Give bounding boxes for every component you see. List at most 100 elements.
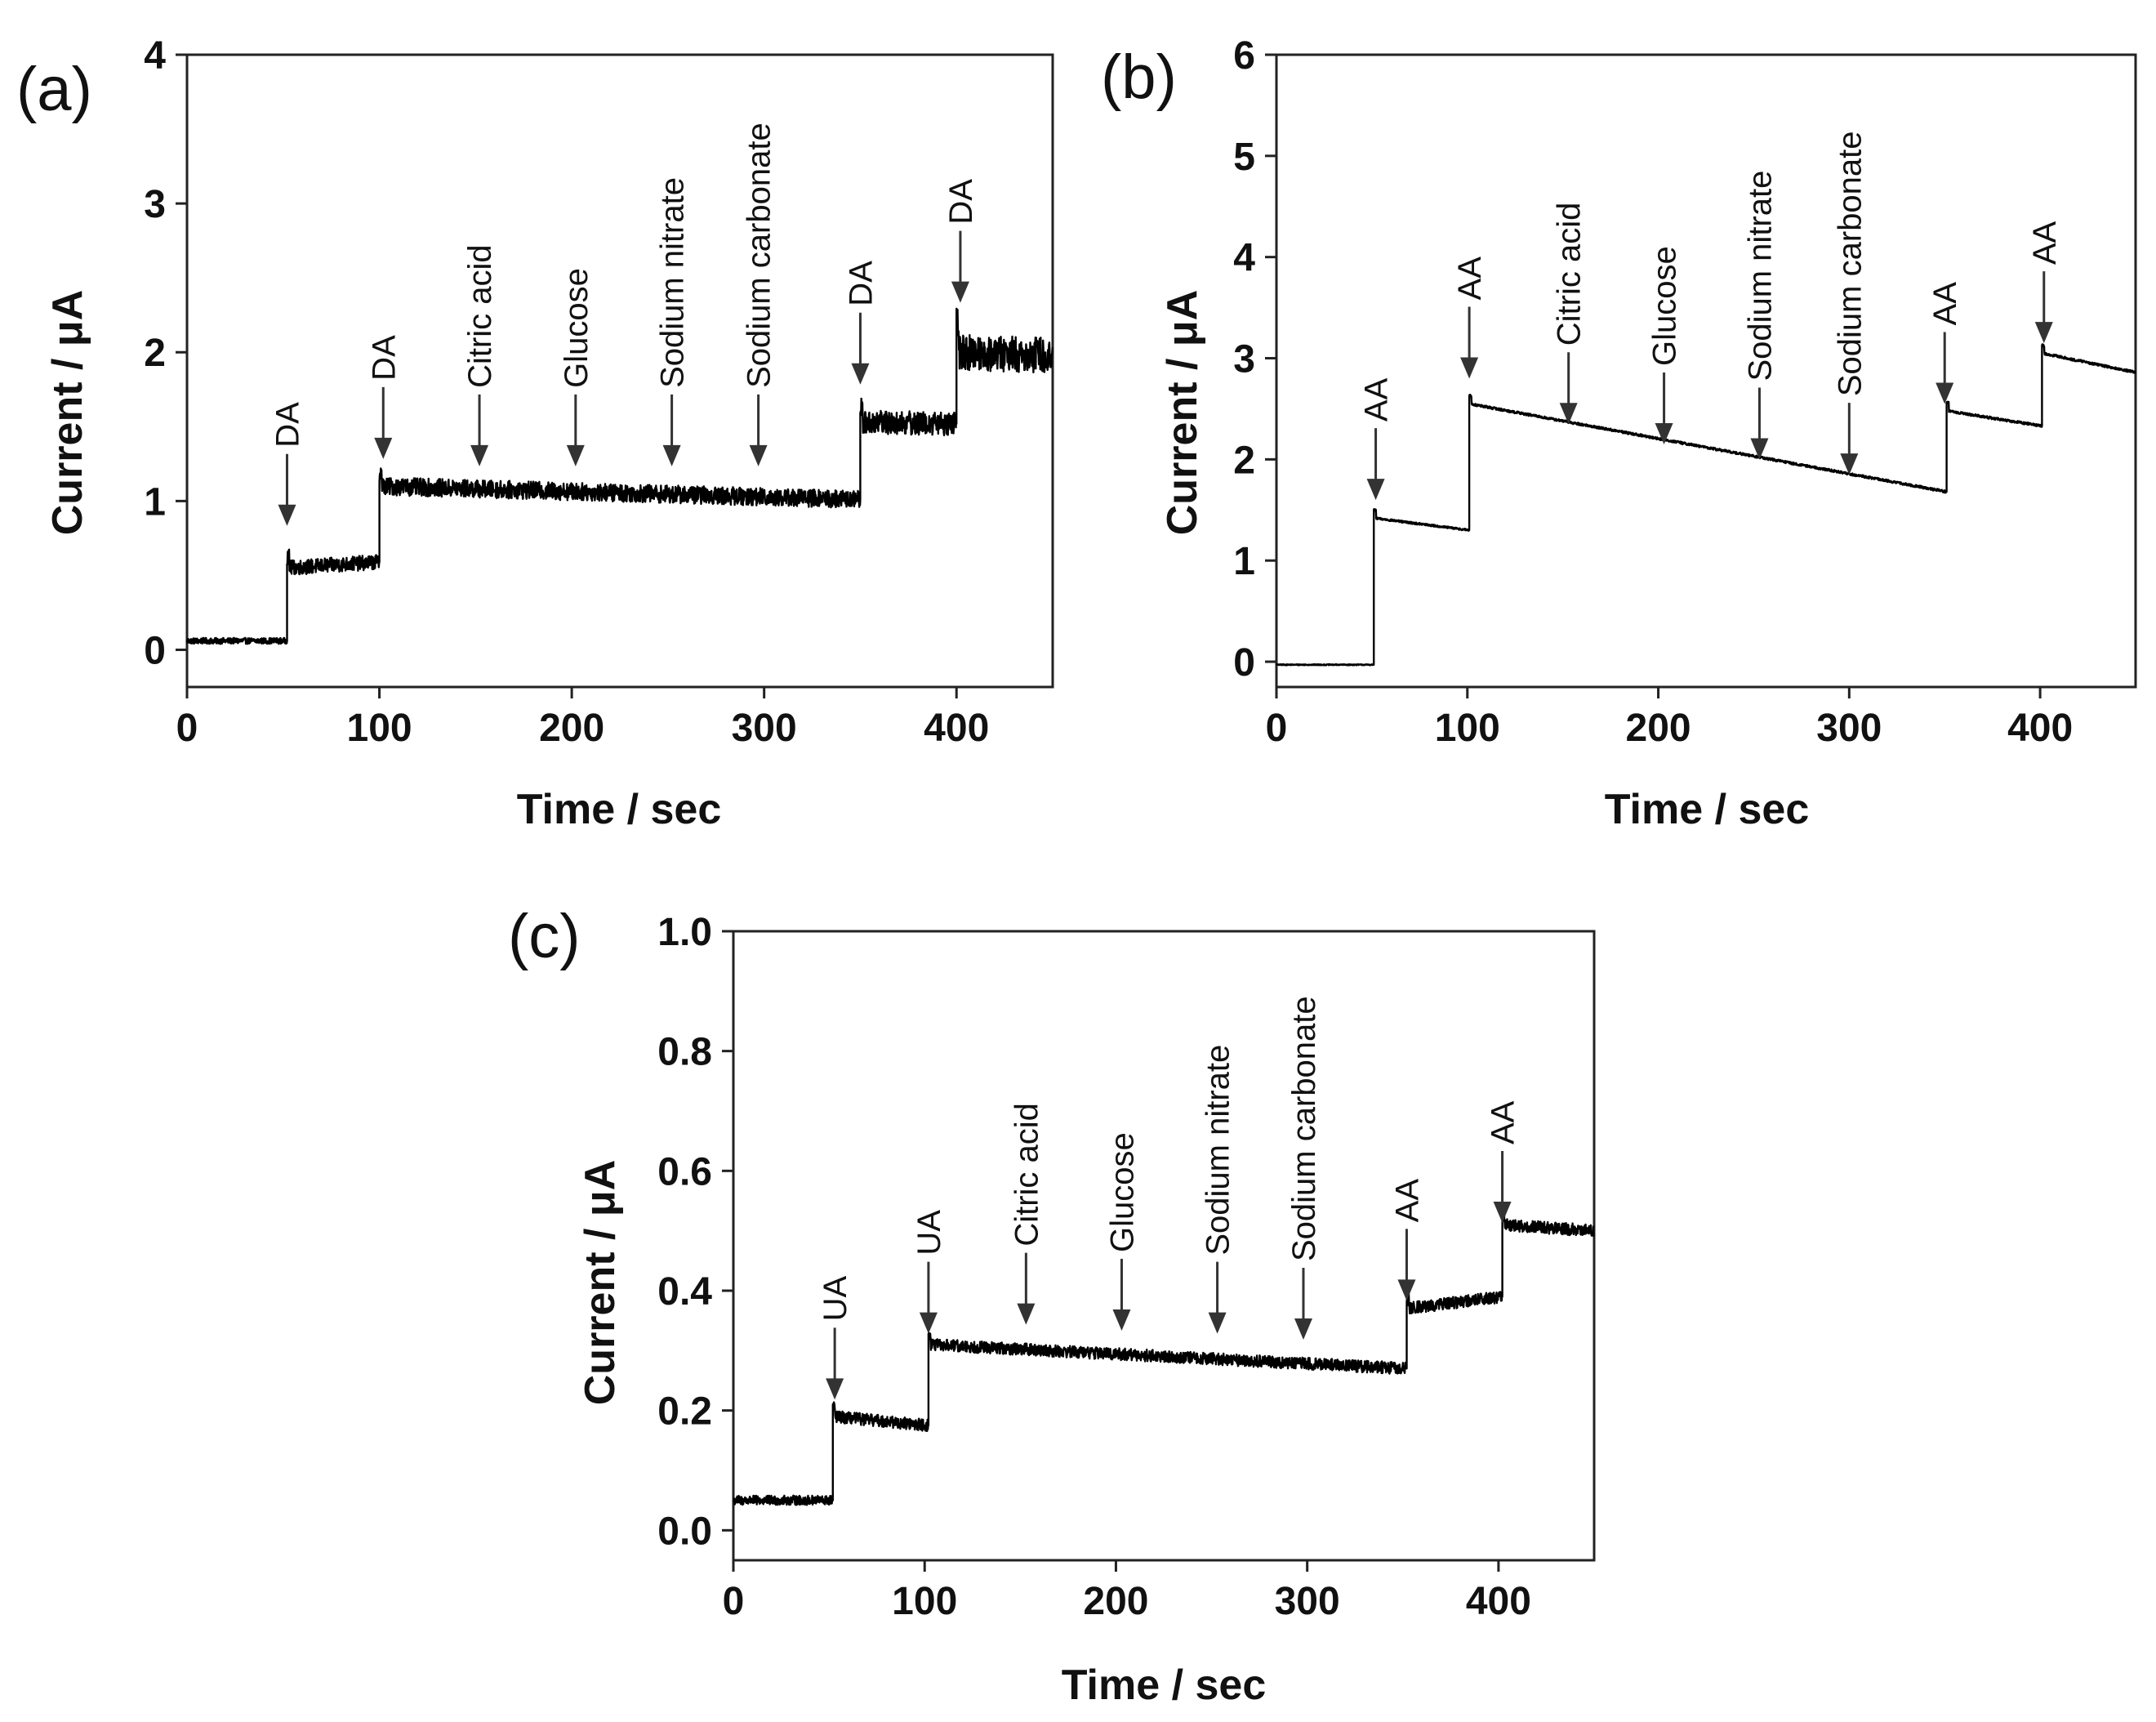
panel-c-arrow-head-icon [919,1312,938,1334]
panel-a-y-tick-label: 0 [144,629,166,672]
panel-a-arrow-head-icon [566,444,585,466]
panel-c-annotation-label: Sodium nitrate [1200,1045,1236,1256]
panel-c-y-tick-label: 0.6 [657,1150,712,1193]
panel-a-y-tick-label: 2 [144,332,166,375]
panel-a-arrow-head-icon [662,444,681,466]
panel-b-arrow-head-icon [1366,479,1385,501]
panel-c-x-tick-label: 400 [1466,1580,1531,1623]
panel-b-y-tick-label: 2 [1233,439,1255,482]
panel-c-y-axis-label: Current / μA [577,1160,624,1406]
panel-b-annotation-label: AA [1927,282,1963,326]
panel-b-arrow-head-icon [1750,438,1769,460]
panel-a-annotation-label: Citric acid [462,244,498,388]
panel-a-y-tick-label: 1 [144,480,166,524]
panel-b-arrow-head-icon [2034,322,2053,344]
panel-c-x-axis-label: Time / sec [1062,1662,1267,1709]
panel-b-x-tick-label: 100 [1435,707,1500,750]
panel-a-annotation-label: DA [270,402,305,448]
panel-c-arrow-head-icon [1208,1312,1227,1334]
panel-c-label: (c) [508,902,581,971]
panel-c-current-trace [733,1209,1595,1506]
panel-b-x-tick-label: 200 [1626,707,1691,750]
panel-c-arrow-head-icon [1112,1309,1131,1331]
panel-a-annotation-label: Sodium nitrate [655,177,691,388]
panel-c-annotation-label: UA [911,1210,947,1256]
panel-b-label: (b) [1101,42,1177,112]
panel-a-arrow-head-icon [374,437,393,459]
panel-a-annotation-label: DA [366,335,402,381]
panel-a-x-axis-label: Time / sec [517,786,722,833]
panel-c-y-tick-label: 0.2 [657,1390,712,1434]
panel-c-annotation-label: Sodium carbonate [1286,996,1322,1261]
panel-b-y-tick-label: 0 [1233,641,1255,685]
panel-b-y-tick-label: 3 [1233,338,1255,381]
panel-a-annotation-label: Glucose [559,268,595,388]
panel-a-y-tick-label: 3 [144,183,166,226]
panel-a-plot-frame [185,53,1054,689]
panel-c-annotation-label: AA [1486,1100,1521,1144]
panel-a-y-tick-label: 4 [144,34,166,78]
panel-a-y-axis-label: Current / μA [44,290,91,536]
panel-a-arrow-head-icon [749,444,768,466]
panel-b-arrow-head-icon [1460,357,1479,379]
panel-b: (b) Time / sec Current / μA 0 100 200 300 40… [1101,34,2137,833]
panel-b-annotation-label: Sodium nitrate [1742,171,1778,381]
panel-c-arrow-head-icon [826,1378,844,1400]
panel-b-annotation-label: AA [2027,221,2063,265]
panel-c-y-tick-label: 0.4 [657,1270,712,1314]
panel-a-x-tick-label: 100 [347,707,412,750]
panel-b-annotation-label: Citric acid [1552,203,1588,346]
panel-a-x-tick-label: 300 [732,707,797,750]
panel-b-y-tick-label: 5 [1233,136,1255,179]
panel-c-x-tick-label: 200 [1083,1580,1148,1623]
panel-b-arrow-head-icon [1559,403,1578,425]
panel-b-annotation-label: Glucose [1647,246,1683,366]
panel-a-label: (a) [16,55,92,124]
panel-b-arrow-head-icon [1936,382,1954,404]
panel-b-arrow-head-icon [1840,453,1859,475]
panel-c-arrow-head-icon [1397,1279,1416,1301]
panel-c-plot-frame [732,930,1596,1562]
panel-c-annotation-label: AA [1389,1179,1425,1223]
panel-b-x-axis-label: Time / sec [1605,786,1810,833]
panel-a-arrow-head-icon [470,444,489,466]
panel-b-y-tick-label: 6 [1233,34,1255,78]
panel-c-y-tick-label: 0.0 [657,1510,712,1553]
panel-a-arrow-head-icon [951,281,969,303]
panel-a-arrow-head-icon [278,504,296,526]
panel-b-current-trace [1275,343,2136,667]
panel-a-x-tick-label: 400 [924,707,989,750]
panel-c-y-tick-label: 1.0 [657,911,712,954]
panel-b-x-tick-label: 400 [2007,707,2073,750]
panel-c-y-tick-label: 0.8 [657,1031,712,1074]
panel-a-arrow-head-icon [851,363,870,385]
panel-a-annotation-label: DA [943,179,979,225]
panel-a-annotation-label: DA [843,261,879,306]
panel-b-annotation-label: Sodium carbonate [1832,131,1868,396]
panel-b-y-tick-label: 1 [1233,540,1255,583]
panel-b-plot-frame [1275,53,2137,689]
panel-c-annotation-label: UA [817,1275,853,1321]
panel-c-arrow-head-icon [1294,1318,1312,1340]
panel-c-arrow-head-icon [1493,1202,1512,1223]
panel-b-annotation-label: AA [1452,257,1488,301]
panel-b-annotation-label: AA [1359,377,1395,422]
panel-c-annotation-label: Glucose [1104,1132,1140,1252]
panel-a-x-tick-label: 0 [176,707,198,750]
panel-a: (a) Time / sec Current / μA 0 100 200 300 40… [16,34,1054,833]
panel-c-arrow-head-icon [1017,1303,1036,1325]
panel-c: (c) Time / sec Current / μA 0 100 200 300 40… [508,902,1596,1709]
panel-c-annotation-label: Citric acid [1009,1103,1045,1247]
panel-c-x-tick-label: 100 [892,1580,957,1623]
panel-b-x-tick-label: 0 [1266,707,1288,750]
panel-b-x-tick-label: 300 [1816,707,1882,750]
panel-b-y-tick-label: 4 [1233,237,1255,280]
panel-c-x-tick-label: 0 [723,1580,745,1623]
panel-b-y-axis-label: Current / μA [1159,290,1206,536]
panel-a-x-tick-label: 200 [539,707,604,750]
panel-b-arrow-head-icon [1655,422,1673,444]
panel-a-current-trace [185,307,1054,645]
panel-c-x-tick-label: 300 [1275,1580,1340,1623]
panel-a-annotation-label: Sodium carbonate [742,123,777,388]
